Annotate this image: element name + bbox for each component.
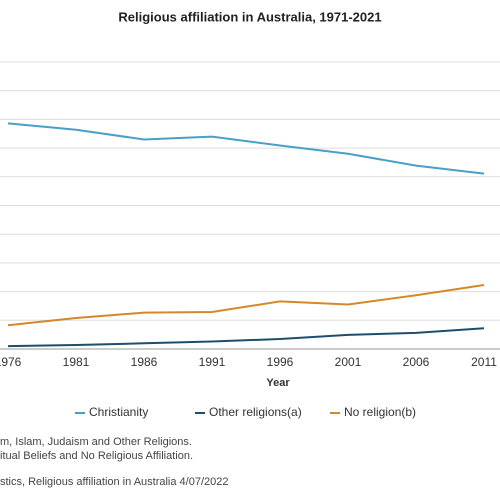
x-tick-label: 1976 (0, 355, 22, 369)
x-tick-label: 1981 (63, 355, 90, 369)
footnote: itual Beliefs and No Religious Affiliati… (0, 450, 193, 462)
series-line (7, 122, 485, 175)
x-tick-label: 2001 (335, 355, 362, 369)
footnote: stics, Religious affiliation in Australi… (0, 476, 229, 488)
series-line (7, 284, 485, 327)
footnote: m, Islam, Judaism and Other Religions. (0, 436, 192, 448)
legend-label: No religion(b) (344, 405, 416, 419)
series-line (7, 327, 485, 348)
x-axis-title: Year (266, 377, 290, 389)
chart-title: Religious affiliation in Australia, 1971… (118, 9, 381, 24)
legend-label: Christianity (89, 405, 148, 419)
legend-label: Other religions(a) (209, 405, 302, 419)
x-tick-label: 1986 (131, 355, 158, 369)
x-tick-label: 2006 (403, 355, 430, 369)
x-tick-label: 1996 (267, 355, 294, 369)
x-tick-label: 2011 (471, 355, 497, 369)
x-tick-label: 1991 (199, 355, 226, 369)
